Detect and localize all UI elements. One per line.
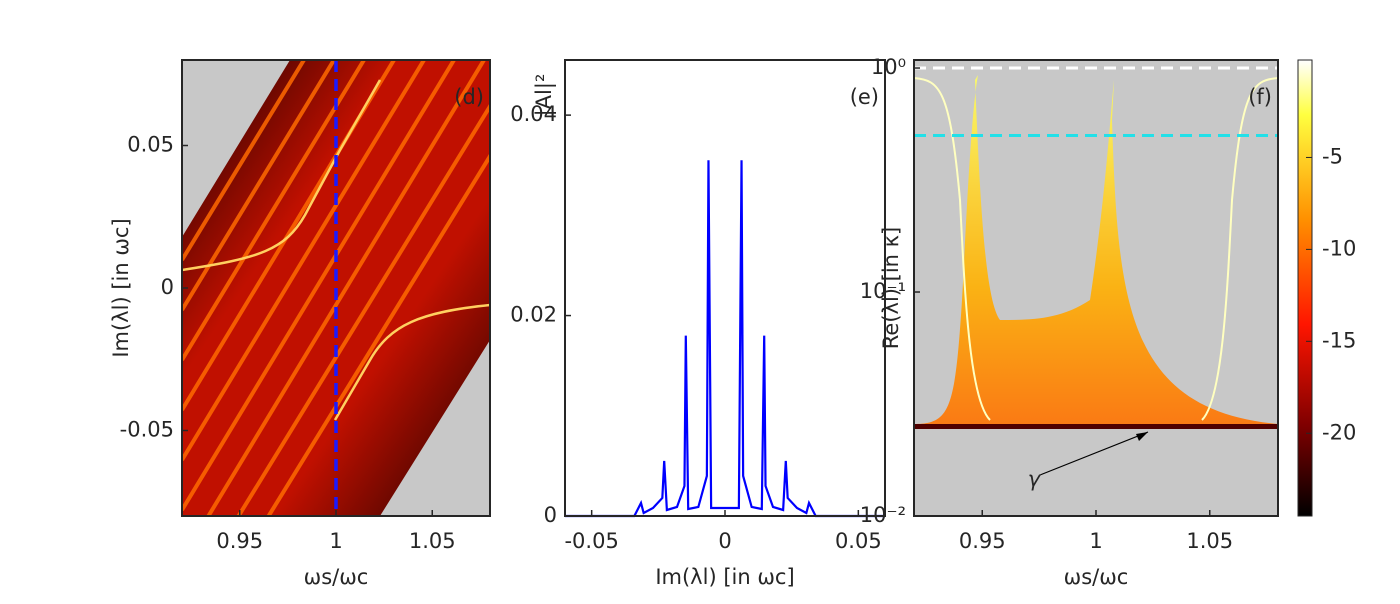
panel-label: (f) (1248, 85, 1272, 109)
axes-box (564, 59, 886, 517)
y-tick-label: 0.05 (127, 133, 174, 157)
x-tick-label: 1 (329, 529, 342, 553)
y-tick-label: 0.04 (510, 102, 557, 126)
x-axis-label: Im(λl) [in ωc] (655, 565, 794, 589)
x-tick-label: 0.95 (216, 529, 263, 553)
x-tick-label: -0.05 (564, 529, 618, 553)
colorbar (1297, 59, 1313, 517)
line (565, 160, 885, 518)
y-tick-label: -0.05 (120, 418, 174, 442)
x-tick-label: 1.05 (409, 529, 456, 553)
x-tick-label: 1.05 (1186, 529, 1233, 553)
x-tick-label: 0.95 (959, 529, 1006, 553)
scatter-image (914, 60, 1278, 516)
x-tick-label: 0.05 (835, 529, 882, 553)
y-axis-label: |Al|² (532, 74, 557, 117)
colorbar-tick-label: -15 (1322, 328, 1356, 352)
y-tick-label: 10⁻² (860, 503, 906, 527)
x-tick-label: 0 (718, 529, 731, 553)
panel-label: (e) (850, 85, 879, 109)
y-axis-label: Im(λl) [in ωc] (109, 218, 133, 357)
colorbar-tick-label: -20 (1322, 420, 1356, 444)
arrow (1039, 431, 1149, 476)
x-axis-label: ωs/ωc (1064, 565, 1129, 589)
x-axis-label: ωs/ωc (304, 565, 369, 589)
colorbar-tick-label: -5 (1322, 144, 1343, 168)
y-tick-label: 0.02 (510, 303, 557, 327)
x-tick-label: 1 (1089, 529, 1102, 553)
arrow-head (1136, 432, 1148, 441)
y-tick-label: 10⁻¹ (860, 279, 906, 303)
y-tick-label: 10⁰ (871, 55, 906, 79)
y-tick-label: 0 (161, 275, 174, 299)
panel-label: (d) (454, 85, 484, 109)
y-tick-label: 0 (544, 503, 557, 527)
y-axis-label: Re(λl) [in κ] (879, 227, 903, 349)
heatmap-image (182, 60, 490, 516)
colorbar-tick-label: -10 (1322, 236, 1356, 260)
annotation: γ (1028, 467, 1042, 491)
